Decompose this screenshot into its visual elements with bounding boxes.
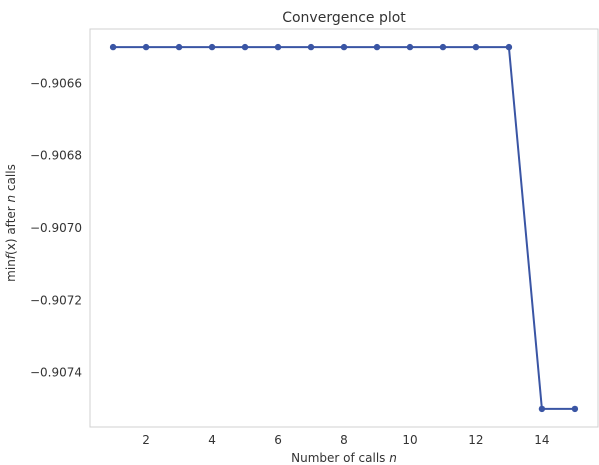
x-tick-label: 10	[402, 433, 417, 447]
x-tick-label: 6	[274, 433, 282, 447]
y-axis: −0.9066 −0.9068 −0.9070 −0.9072 −0.9074	[30, 76, 82, 379]
plot-area-border	[89, 28, 599, 428]
x-tick-label: 2	[142, 433, 150, 447]
y-axis-title-mid: (x) after	[4, 202, 18, 254]
y-axis-title-main: min	[4, 259, 18, 282]
data-point	[109, 43, 117, 51]
x-tick-label: 14	[534, 433, 549, 447]
x-axis-title-var: n	[389, 451, 397, 465]
data-point	[373, 43, 381, 51]
data-point	[241, 43, 249, 51]
series-markers	[109, 43, 579, 413]
x-tick-label: 12	[468, 433, 483, 447]
data-point	[274, 43, 282, 51]
y-tick-label: −0.9070	[30, 221, 82, 235]
plot-frame	[89, 28, 599, 428]
y-axis-title-f: f	[4, 253, 18, 259]
y-tick-label: −0.9068	[30, 149, 82, 163]
series-line	[113, 46, 575, 410]
data-point	[406, 43, 414, 51]
data-point	[307, 43, 315, 51]
y-axis-title: minf(x) after n calls	[4, 164, 18, 282]
x-tick-label: 4	[208, 433, 216, 447]
data-point	[340, 43, 348, 51]
data-point	[439, 43, 447, 51]
data-point	[505, 43, 513, 51]
y-axis-title-tail: calls	[4, 164, 18, 195]
x-axis: 2 4 6 8 10 12 14	[142, 433, 549, 447]
convergence-line	[113, 46, 575, 410]
data-point	[208, 43, 216, 51]
data-point	[538, 405, 546, 413]
y-tick-label: −0.9074	[30, 366, 82, 380]
x-axis-title: Number of calls n	[291, 451, 397, 465]
y-tick-label: −0.9072	[30, 293, 82, 307]
data-point	[175, 43, 183, 51]
data-point	[571, 405, 579, 413]
y-tick-label: −0.9066	[30, 76, 82, 90]
y-axis-title-var: n	[4, 195, 18, 203]
x-tick-label: 8	[340, 433, 348, 447]
data-point	[142, 43, 150, 51]
x-axis-title-main: Number of calls	[291, 451, 389, 465]
data-point	[472, 43, 480, 51]
chart-title: Convergence plot	[282, 10, 406, 26]
